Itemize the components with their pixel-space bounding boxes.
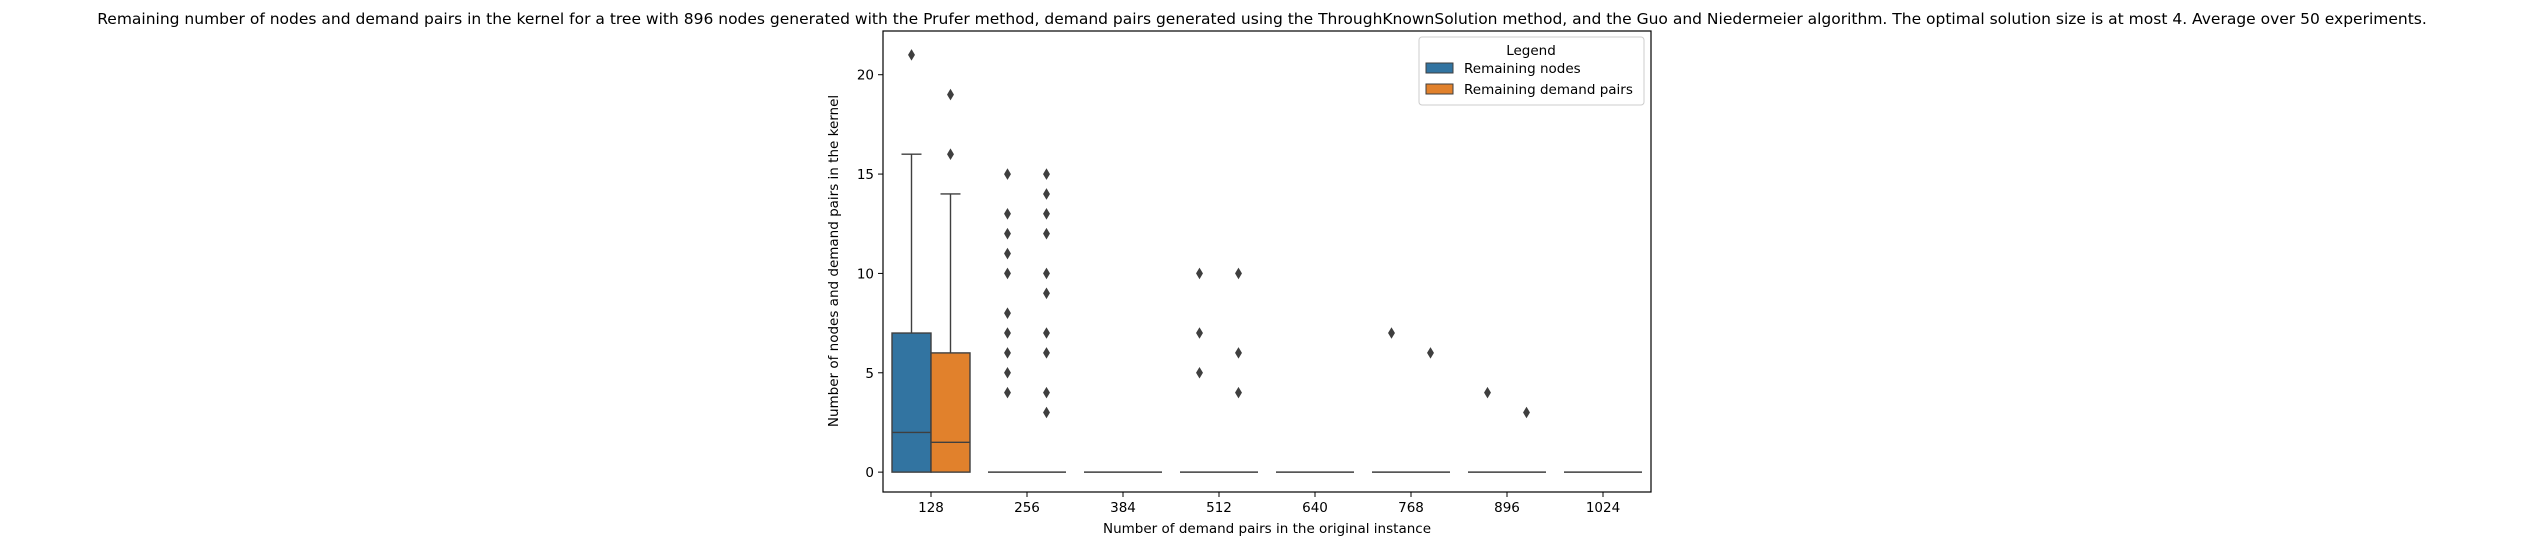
x-tick-label: 128 [918, 500, 944, 516]
outlier-point [1043, 287, 1050, 300]
outlier-point [1004, 267, 1011, 280]
x-tick-label: 256 [1014, 500, 1040, 516]
outlier-point [1043, 267, 1050, 280]
outlier-point [1004, 227, 1011, 240]
outlier-point [1004, 168, 1011, 180]
outlier-point [947, 88, 954, 101]
outlier-point [1235, 386, 1242, 399]
outlier-point [1004, 247, 1011, 260]
x-axis-label: Number of demand pairs in the original i… [1103, 521, 1431, 537]
outlier-point [1196, 366, 1203, 379]
outlier-point [1043, 406, 1050, 419]
x-axis: 128 256 384 512 640 768 896 1024 [918, 492, 1620, 516]
legend-title: Legend [1506, 43, 1556, 59]
outlier-point [1004, 386, 1011, 399]
legend-swatch-demand-pairs [1425, 83, 1454, 95]
legend-label-demand-pairs: Remaining demand pairs [1464, 82, 1633, 98]
x-tick-label: 384 [1110, 500, 1136, 516]
legend-frame [1418, 36, 1645, 106]
outlier-point [1043, 386, 1050, 399]
outlier-point [1004, 307, 1011, 319]
x-tick-label: 1024 [1586, 500, 1620, 516]
x-tick-label: 768 [1398, 500, 1424, 516]
outlier-point [1427, 347, 1434, 359]
outlier-point [908, 49, 915, 61]
x-tick-label: 512 [1206, 500, 1232, 516]
y-axis: 0 5 10 15 20 [857, 68, 883, 481]
outlier-point [1004, 366, 1011, 379]
box-group [988, 168, 1027, 473]
outlier-point [1004, 347, 1011, 359]
y-tick-label: 10 [857, 266, 874, 282]
outlier-point [1523, 406, 1530, 419]
box-group [891, 49, 932, 473]
box-group [1180, 267, 1219, 473]
box [930, 352, 971, 473]
y-tick-label: 5 [865, 366, 874, 382]
legend-swatch-nodes [1425, 62, 1454, 74]
outlier-point [1235, 347, 1242, 359]
outlier-point [947, 148, 954, 160]
plot-frame [882, 30, 1652, 493]
outlier-point [1388, 327, 1395, 339]
box-group [1219, 267, 1258, 473]
chart-title: Remaining number of nodes and demand pai… [97, 10, 2427, 28]
box-group [1468, 386, 1507, 473]
outlier-point [1043, 208, 1050, 220]
y-axis-label: Number of nodes and demand pairs in the … [826, 95, 842, 427]
outlier-point [1484, 386, 1491, 399]
outlier-point [1043, 327, 1050, 339]
legend: Legend Remaining nodes Remaining demand … [1418, 36, 1645, 106]
plot-area [891, 49, 1642, 473]
outlier-point [1196, 267, 1203, 280]
box-group [930, 88, 971, 473]
y-tick-label: 15 [857, 167, 874, 183]
outlier-point [1043, 168, 1050, 180]
outlier-point [1043, 188, 1050, 200]
outlier-point [1004, 208, 1011, 220]
outlier-point [1043, 227, 1050, 240]
y-tick-label: 20 [857, 68, 874, 84]
box-group [1027, 168, 1066, 473]
outlier-point [1235, 267, 1242, 280]
box-group [1372, 327, 1411, 473]
x-tick-label: 896 [1494, 500, 1520, 516]
legend-label-nodes: Remaining nodes [1464, 61, 1581, 77]
outlier-point [1043, 347, 1050, 359]
x-tick-label: 640 [1302, 500, 1328, 516]
outlier-point [1004, 327, 1011, 339]
outlier-point [1196, 327, 1203, 339]
box [891, 332, 932, 473]
y-tick-label: 0 [865, 465, 874, 481]
box-group [1507, 406, 1546, 473]
box-group [1411, 347, 1450, 473]
